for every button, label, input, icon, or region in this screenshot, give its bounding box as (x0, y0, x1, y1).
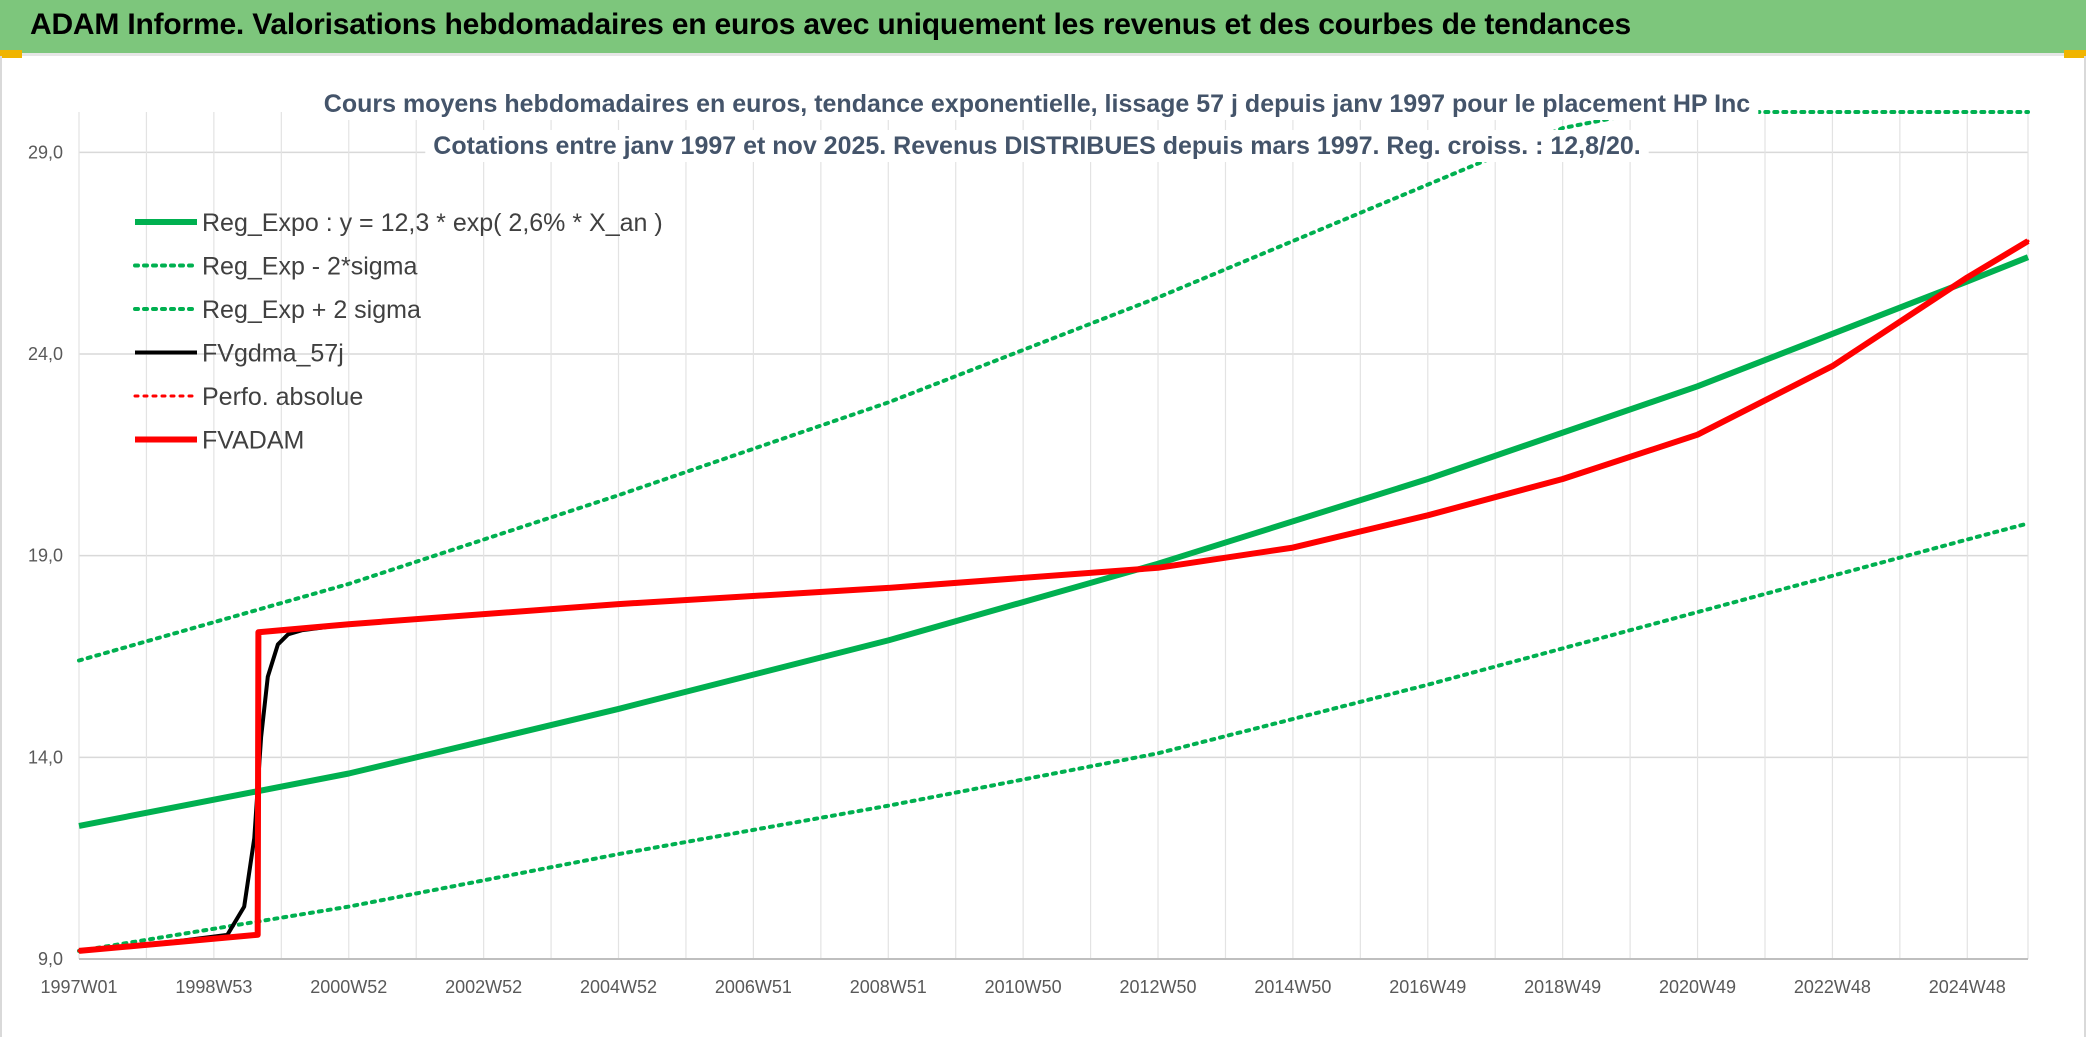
legend-label: Reg_Expo : y = 12,3 * exp( 2,6% * X_an ) (202, 209, 663, 237)
series-line-6 (78, 238, 2030, 954)
x-tick-label: 2000W52 (310, 977, 387, 997)
x-tick-label: 2014W50 (1254, 977, 1331, 997)
x-tick-label: 2008W51 (850, 977, 927, 997)
x-tick-label: 2012W50 (1119, 977, 1196, 997)
grid (78, 112, 2029, 960)
x-tick-label: 2018W49 (1524, 977, 1601, 997)
legend: Reg_Expo : y = 12,3 * exp( 2,6% * X_an )… (133, 209, 663, 455)
legend-label: FVgdma_57j (202, 340, 344, 368)
x-tick-label: 2002W52 (445, 977, 522, 997)
chart-title-line-2: Cotations entre janv 1997 et nov 2025. R… (433, 132, 1640, 160)
x-tick-label: 2006W51 (715, 977, 792, 997)
x-tick-label: 1998W53 (175, 977, 252, 997)
legend-label: FVADAM (202, 427, 304, 455)
chart-title-background (315, 88, 1759, 120)
series-line-2 (77, 521, 2030, 953)
page-title: ADAM Informe. Valorisations hebdomadaire… (30, 8, 1631, 41)
chart-title-line-1: Cours moyens hebdomadaires en euros, ten… (324, 90, 1751, 118)
corner-accent-left (0, 50, 22, 58)
x-tick-label: 2022W48 (1794, 977, 1871, 997)
x-tick-label: 2024W48 (1929, 977, 2006, 997)
chart-title: Cours moyens hebdomadaires en euros, ten… (315, 88, 1759, 162)
x-tick-label: 2020W49 (1659, 977, 1736, 997)
chart-frame (0, 56, 2086, 1037)
series-line-1 (78, 254, 2030, 829)
series-group (77, 110, 2030, 954)
legend-label: Perfo. absolue (202, 383, 363, 411)
x-tick-label: 1997W01 (40, 977, 117, 997)
y-tick-label: 9,0 (38, 949, 63, 969)
axes: 9,0 14,0 19,0 24,0 29,0 1997W01 1998W53 2000W52… (28, 142, 2028, 997)
x-tick-label: 2010W50 (985, 977, 1062, 997)
chart-title-background (425, 130, 1649, 162)
header-bar: ADAM Informe. Valorisations hebdomadaire… (0, 0, 2086, 56)
y-tick-label: 14,0 (28, 747, 63, 767)
corner-accent-right (2064, 50, 2086, 58)
y-tick-label: 24,0 (28, 344, 63, 364)
legend-label: Reg_Exp - 2*sigma (202, 253, 417, 281)
x-tick-label: 2004W52 (580, 977, 657, 997)
x-tick-label: 2016W49 (1389, 977, 1466, 997)
y-tick-label: 29,0 (28, 142, 63, 162)
legend-label: Reg_Exp + 2 sigma (202, 296, 421, 324)
y-tick-label: 19,0 (28, 546, 63, 566)
